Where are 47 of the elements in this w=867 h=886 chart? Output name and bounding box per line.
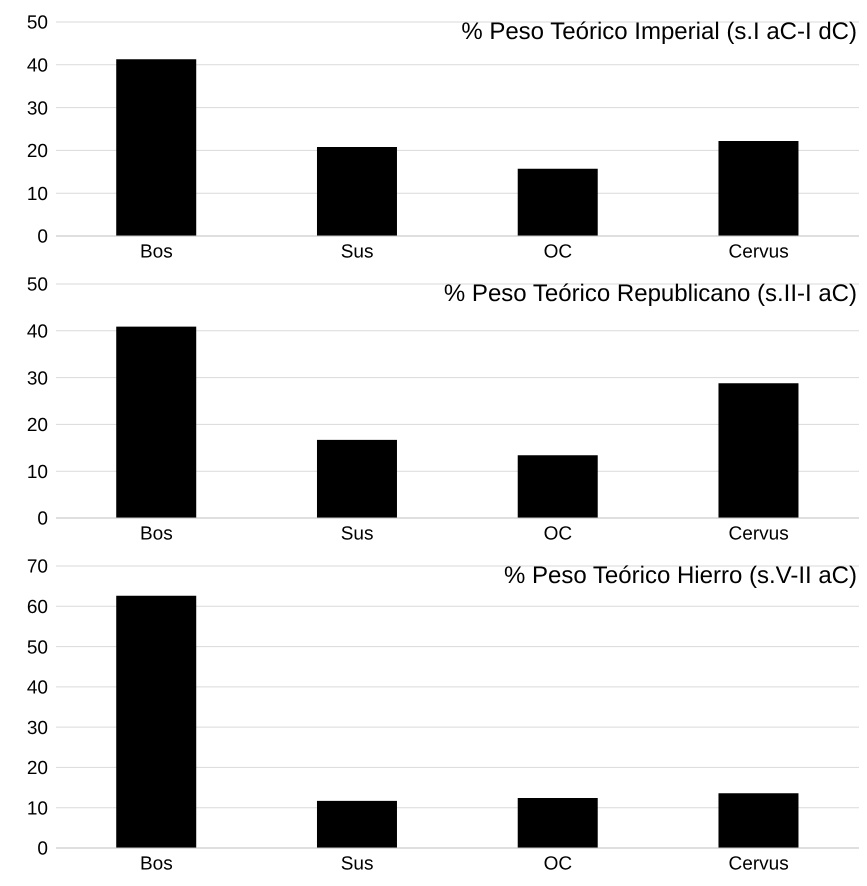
bar	[116, 326, 196, 518]
y-tick-label: 0	[37, 508, 48, 530]
y-tick-label: 70	[26, 556, 48, 578]
x-tick-label: Bos	[140, 853, 173, 874]
chart-title: % Peso Teórico Republicano (s.II-I aC)	[444, 280, 857, 308]
y-tick-label: 40	[26, 322, 48, 343]
bar	[116, 59, 196, 236]
y-tick-label: 20	[26, 141, 48, 162]
bar	[316, 440, 397, 518]
y-tick-label: 30	[26, 368, 48, 390]
x-tick-label: Cervus	[728, 853, 789, 874]
x-tick-label: Sus	[340, 853, 374, 874]
bar	[316, 146, 397, 236]
y-tick-label: 60	[26, 597, 48, 618]
y-tick-label: 10	[26, 184, 48, 205]
y-tick-label: 30	[26, 718, 48, 739]
x-tick-label: Bos	[140, 523, 173, 544]
bar	[718, 383, 798, 518]
y-tick-label: 40	[26, 56, 48, 77]
x-tick-label: Cervus	[728, 241, 789, 262]
x-tick-label: OC	[544, 853, 572, 874]
y-tick-label: 10	[26, 462, 48, 483]
y-tick-label: 0	[37, 226, 48, 248]
y-tick-label: 30	[26, 98, 48, 120]
y-tick-label: 0	[37, 838, 48, 860]
x-tick-label: Cervus	[728, 523, 789, 544]
y-tick-label: 20	[26, 415, 48, 436]
bar	[518, 168, 598, 236]
bar	[518, 455, 598, 518]
x-tick-label: OC	[544, 523, 572, 544]
y-tick-label: 40	[26, 678, 48, 699]
bar	[116, 596, 196, 848]
y-tick-label: 10	[26, 798, 48, 820]
x-tick-label: Bos	[140, 241, 173, 262]
bar	[718, 140, 798, 236]
x-tick-label: Sus	[340, 241, 374, 262]
y-tick-label: 50	[26, 274, 48, 296]
chart-title: % Peso Teórico Imperial (s.I aC-I dC)	[461, 18, 857, 46]
y-tick-label: 20	[26, 758, 48, 780]
y-tick-label: 50	[26, 637, 48, 658]
x-tick-label: OC	[544, 241, 572, 262]
x-tick-label: Sus	[340, 523, 374, 544]
y-tick-label: 50	[26, 12, 48, 34]
bar	[718, 793, 798, 848]
bar	[518, 798, 598, 848]
bar	[316, 800, 397, 848]
chart-title: % Peso Teórico Hierro (s.V-II aC)	[504, 562, 857, 590]
